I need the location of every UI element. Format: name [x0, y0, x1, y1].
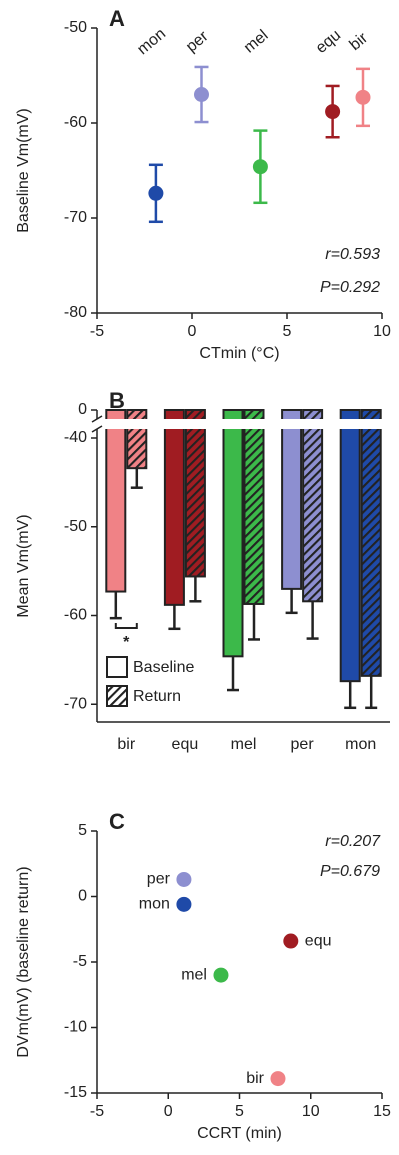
axis-break-mark	[91, 415, 103, 423]
y-tick-label: -80	[64, 304, 87, 321]
x-axis-label: CTmin (°C)	[199, 345, 279, 362]
point-label: bir	[347, 29, 372, 54]
x-tick-label: 5	[235, 1103, 244, 1120]
x-tick-label: per	[291, 736, 315, 753]
y-tick-label: -15	[64, 1084, 87, 1101]
point	[194, 87, 209, 102]
annotation: P=0.679	[320, 863, 380, 880]
x-tick-label: 0	[164, 1103, 173, 1120]
bar	[163, 409, 185, 606]
y-tick-label: -60	[64, 607, 87, 624]
y-axis-label: Mean Vm(mV)	[15, 514, 32, 617]
bar	[126, 409, 148, 470]
bar	[339, 409, 361, 683]
bar	[281, 409, 303, 590]
bar	[105, 409, 127, 593]
x-tick-label: 15	[373, 1103, 391, 1120]
panel-label: C	[109, 809, 125, 834]
annotation: r=0.593	[325, 246, 380, 263]
x-tick-label: 5	[283, 323, 292, 340]
bar	[360, 409, 382, 677]
annotation: r=0.207	[325, 833, 381, 850]
y-tick-label: 0	[78, 401, 87, 418]
y-tick-label: -50	[64, 518, 87, 535]
point	[252, 159, 268, 175]
legend-swatch	[106, 656, 128, 678]
significance-bracket	[114, 623, 138, 629]
x-tick-label: mel	[231, 736, 257, 753]
y-axis-label: DVm(mV) (baseline return)	[15, 866, 32, 1057]
y-tick-label: -5	[73, 953, 87, 970]
point-label: mon	[134, 25, 169, 58]
point	[270, 1071, 286, 1087]
legend-label: Baseline	[133, 659, 194, 676]
point	[355, 89, 371, 105]
x-tick-label: -5	[90, 323, 104, 340]
point-label: per	[147, 871, 171, 888]
point-label: bir	[246, 1070, 264, 1087]
x-tick-label: mon	[345, 736, 376, 753]
legend-label: Return	[133, 688, 181, 705]
legend-swatch	[106, 685, 128, 707]
point-label: mon	[139, 896, 170, 913]
point	[283, 933, 299, 949]
point	[176, 896, 192, 912]
point	[213, 967, 229, 983]
y-tick-label: -70	[64, 695, 87, 712]
bar	[184, 409, 206, 578]
point-label: equ	[313, 27, 344, 57]
x-tick-label: 10	[373, 323, 391, 340]
y-tick-label: -60	[64, 114, 87, 131]
bar	[302, 409, 324, 603]
point-label: mel	[241, 27, 272, 57]
x-axis-label: CCRT (min)	[197, 1125, 282, 1142]
point	[325, 104, 341, 120]
x-tick-label: -5	[90, 1103, 104, 1120]
x-tick-label: bir	[117, 736, 135, 753]
point	[148, 185, 164, 201]
y-tick-label: -50	[64, 19, 87, 36]
axis-break-gap	[89, 419, 392, 429]
bar	[222, 409, 244, 658]
y-axis-label: Baseline Vm(mV)	[15, 108, 32, 232]
x-tick-label: equ	[172, 736, 199, 753]
point-label: per	[183, 27, 212, 55]
point-label: equ	[305, 932, 332, 949]
point	[176, 871, 192, 887]
panel-label: A	[109, 6, 125, 31]
significance-star: *	[123, 634, 130, 651]
y-tick-label: -40	[64, 429, 87, 446]
y-tick-label: 0	[78, 888, 87, 905]
y-tick-label: -70	[64, 209, 87, 226]
y-tick-label: 5	[78, 822, 87, 839]
panel-label: B	[109, 388, 125, 413]
x-tick-label: 0	[188, 323, 197, 340]
y-tick-label: -10	[64, 1019, 87, 1036]
point-label: mel	[181, 966, 207, 983]
annotation: P=0.292	[320, 279, 380, 296]
bar	[243, 409, 265, 605]
x-tick-label: 10	[302, 1103, 320, 1120]
axis-break-mark	[91, 425, 103, 433]
